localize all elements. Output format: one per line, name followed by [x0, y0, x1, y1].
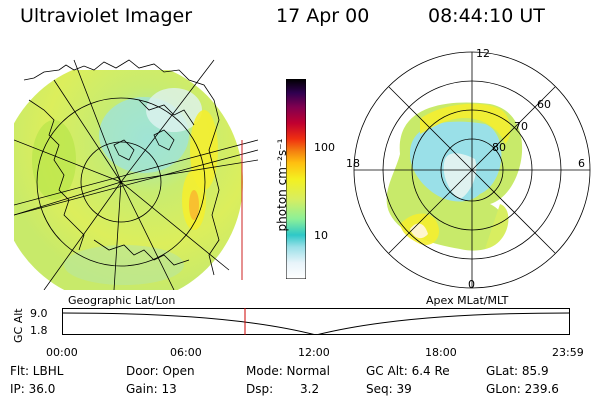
mlat-label-80: 80	[492, 141, 506, 154]
mlt-label-12: 12	[476, 47, 490, 60]
ip-status: IP: 36.0	[10, 382, 56, 396]
apex-caption: Apex MLat/MLT	[426, 294, 509, 307]
dsp-label: Dsp:	[246, 382, 274, 396]
glon-status: GLon: 239.6	[486, 382, 559, 396]
colorbar-tick-100: 100	[314, 141, 335, 154]
mlt-label-0: 0	[468, 278, 475, 291]
door-status: Door: Open	[126, 364, 195, 378]
geographic-caption: Geographic Lat/Lon	[68, 294, 176, 307]
mlt-label-18: 18	[346, 157, 360, 170]
instrument-title: Ultraviolet Imager	[20, 5, 193, 27]
apex-polar-map	[353, 51, 591, 289]
x-tick-0600: 06:00	[170, 346, 202, 359]
dsp-value: 3.2	[300, 382, 320, 396]
mode-status: Mode: Normal	[246, 364, 330, 378]
x-tick-0000: 00:00	[46, 346, 78, 359]
y-tick-9: 9.0	[30, 307, 48, 320]
x-tick-2359: 23:59	[552, 346, 584, 359]
date-label: 17 Apr 00	[276, 5, 370, 27]
gc-alt-status: GC Alt: 6.4 Re	[366, 364, 450, 378]
geographic-map	[14, 40, 258, 290]
x-tick-1200: 12:00	[298, 346, 330, 359]
colorbar-unit-label: photon cm⁻²s⁻¹	[275, 138, 289, 232]
gc-alt-axis-label: GC Alt	[12, 308, 25, 343]
seq-status: Seq: 39	[366, 382, 412, 396]
x-tick-1800: 18:00	[425, 346, 457, 359]
colorbar-scale	[286, 79, 306, 279]
time-label: 08:44:10 UT	[428, 5, 545, 27]
y-tick-1-8: 1.8	[30, 324, 48, 337]
glat-status: GLat: 85.9	[486, 364, 549, 378]
colorbar-tick-10: 10	[314, 229, 328, 242]
filter-status: Flt: LBHL	[10, 364, 64, 378]
gain-status: Gain: 13	[126, 382, 177, 396]
mlat-label-70: 70	[514, 120, 528, 133]
altitude-curve	[62, 308, 570, 335]
mlt-label-6: 6	[578, 157, 585, 170]
mlat-label-60: 60	[537, 98, 551, 111]
